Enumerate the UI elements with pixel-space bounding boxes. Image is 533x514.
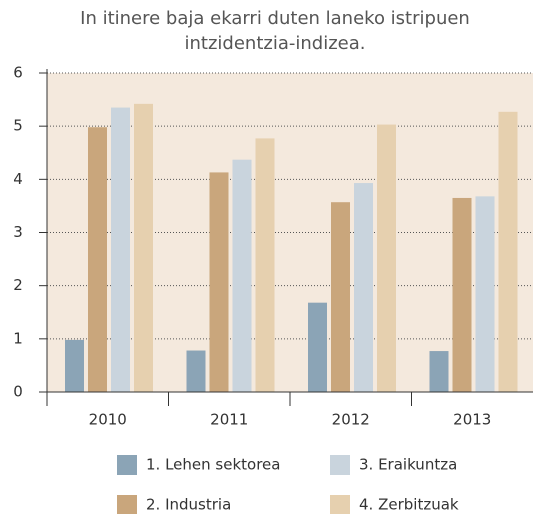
bar xyxy=(186,350,206,392)
y-tick-label: 5 xyxy=(13,117,23,135)
bar xyxy=(232,159,252,392)
y-tick-label: 6 xyxy=(13,64,23,82)
legend-label: 4. Zerbitzuak xyxy=(359,496,459,514)
bar xyxy=(331,202,350,392)
legend-swatch xyxy=(330,495,350,514)
x-tick-label: 2011 xyxy=(210,411,248,429)
bar xyxy=(255,138,275,392)
bar xyxy=(354,183,373,392)
bar xyxy=(65,339,84,392)
y-tick-label: 1 xyxy=(13,329,23,347)
bar xyxy=(452,197,472,392)
legend-swatch xyxy=(117,495,137,514)
bar xyxy=(475,196,495,392)
bar xyxy=(209,172,229,392)
legend-label: 3. Eraikuntza xyxy=(359,456,457,474)
bar xyxy=(308,302,327,392)
bar xyxy=(111,107,130,392)
legend-swatch xyxy=(117,455,137,475)
y-tick-label: 2 xyxy=(13,276,23,294)
x-tick-label: 2010 xyxy=(89,411,127,429)
y-tick-label: 0 xyxy=(13,383,23,401)
bar xyxy=(88,127,107,392)
bar xyxy=(134,103,153,392)
legend-label: 1. Lehen sektorea xyxy=(146,456,280,474)
bar xyxy=(429,351,449,392)
bar xyxy=(377,124,396,393)
y-tick-label: 3 xyxy=(13,223,23,241)
bar xyxy=(498,111,518,392)
chart-title: In itinere baja ekarri duten laneko istr… xyxy=(80,8,470,54)
legend-label: 2. Industria xyxy=(146,496,231,514)
y-tick-label: 4 xyxy=(13,170,23,188)
x-tick-label: 2012 xyxy=(332,411,370,429)
x-tick-label: 2013 xyxy=(453,411,491,429)
legend-swatch xyxy=(330,455,350,475)
